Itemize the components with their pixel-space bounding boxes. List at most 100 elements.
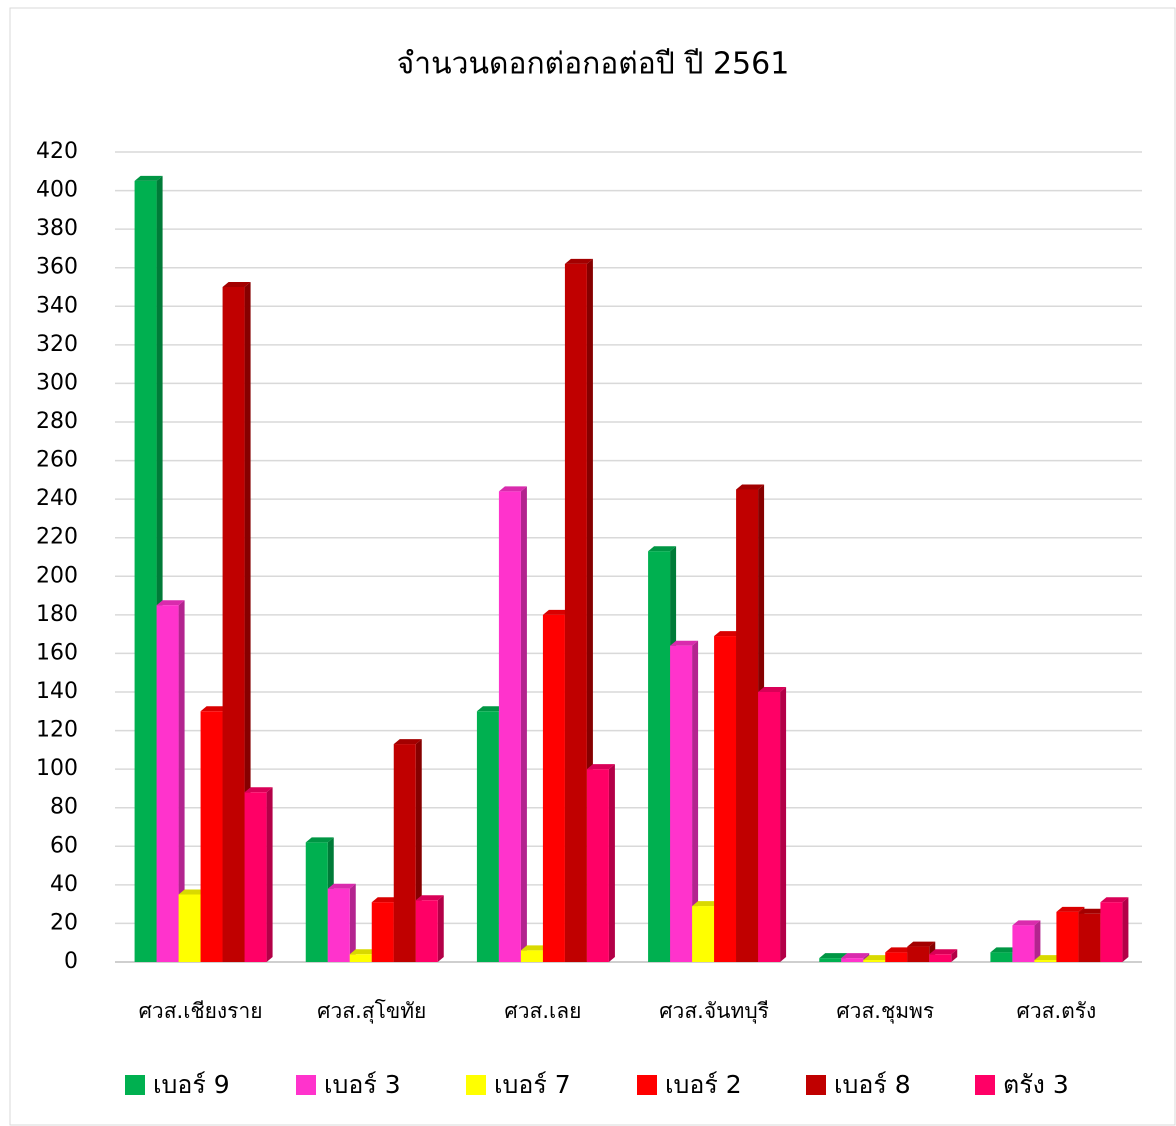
y-tick-label: 100 [36, 756, 78, 781]
bar [692, 906, 715, 962]
bar-top [819, 953, 848, 959]
y-tick-label: 180 [36, 602, 78, 627]
y-tick-label: 340 [36, 293, 78, 318]
y-tick-label: 20 [50, 910, 78, 935]
bar [520, 950, 543, 962]
bar-top [670, 640, 699, 646]
y-tick-label: 120 [36, 718, 78, 743]
bar-top [586, 764, 615, 770]
bar [670, 645, 693, 962]
bar [542, 614, 565, 962]
legend-label: เบอร์ 2 [665, 1070, 742, 1099]
bar [648, 551, 671, 962]
y-tick-label: 260 [36, 448, 78, 473]
bar-top [134, 175, 163, 181]
legend-swatch [806, 1075, 826, 1095]
legend-swatch [296, 1075, 316, 1095]
bar-side [608, 764, 615, 962]
bar-top [327, 883, 356, 889]
bar-top [1012, 920, 1041, 926]
bar [841, 958, 864, 962]
y-tick-label: 220 [36, 525, 78, 550]
bar-side [951, 949, 958, 962]
bar-top [222, 282, 251, 287]
bar-top [841, 953, 870, 959]
bar-top [907, 941, 936, 947]
y-tick-label: 240 [36, 486, 78, 511]
x-tick-label: ศวส.จันทบุรี [659, 999, 769, 1024]
bar-top [1100, 897, 1129, 903]
x-tick-label: ศวส.ตรัง [1017, 999, 1097, 1023]
bar-top [564, 258, 593, 264]
bar [371, 902, 394, 962]
bar [586, 769, 609, 962]
bar [349, 954, 372, 962]
bar-side [520, 486, 527, 962]
bar-top [692, 901, 721, 907]
x-tick-label: ศวส.เลย [504, 999, 581, 1023]
legend-swatch [637, 1075, 657, 1095]
y-tick-label: 420 [36, 139, 78, 164]
y-tick-label: 160 [36, 640, 78, 665]
x-tick-label: ศวส.สุโขทัย [317, 999, 426, 1024]
bar-top [885, 947, 914, 953]
legend-swatch [975, 1075, 995, 1095]
bar [863, 960, 886, 962]
bar-side [1122, 897, 1129, 962]
y-tick-label: 400 [36, 178, 78, 203]
x-tick-label: ศวส.ชุมพร [836, 999, 934, 1024]
bar [244, 792, 267, 962]
legend-label: เบอร์ 3 [324, 1070, 401, 1099]
legend-label: เบอร์ 8 [834, 1070, 911, 1099]
bar-top [349, 949, 378, 955]
bar [1056, 911, 1079, 962]
bar [222, 287, 245, 962]
bar [200, 711, 223, 962]
bar-top [1056, 906, 1085, 912]
y-tick-label: 200 [36, 563, 78, 588]
bar [1078, 913, 1101, 962]
y-tick-label: 320 [36, 332, 78, 357]
bar [714, 636, 737, 962]
legend-swatch [125, 1075, 145, 1095]
y-tick-label: 140 [36, 679, 78, 704]
bar [819, 958, 842, 962]
bar [415, 900, 438, 962]
bar [990, 952, 1013, 962]
chart-title: จำนวนดอกต่อกอต่อปี ปี 2561 [397, 47, 790, 82]
y-tick-label: 40 [50, 872, 78, 897]
bar [305, 842, 328, 962]
y-tick-label: 80 [50, 795, 78, 820]
bar [736, 489, 759, 962]
bar-top [990, 947, 1019, 953]
bar-top [1034, 955, 1063, 961]
bar-top [178, 889, 207, 895]
bar-side [692, 640, 699, 962]
bar [1100, 902, 1123, 962]
legend-swatch [466, 1075, 486, 1095]
bar-top [476, 706, 505, 712]
y-tick-label: 60 [50, 833, 78, 858]
bar [327, 888, 350, 962]
y-tick-label: 380 [36, 216, 78, 241]
bar [907, 946, 930, 962]
bar [1012, 925, 1035, 962]
bar [476, 711, 499, 962]
legend-label: ตรัง 3 [1003, 1070, 1069, 1099]
bar-top [736, 484, 765, 490]
y-tick-label: 0 [64, 949, 78, 974]
bar-side [178, 600, 185, 962]
bar [564, 263, 587, 962]
bar-top [305, 837, 334, 843]
y-tick-label: 280 [36, 409, 78, 434]
bar-top [520, 945, 549, 951]
bar-top [393, 739, 422, 745]
bar [498, 491, 521, 962]
bar-side [780, 687, 787, 962]
bar-side [349, 883, 356, 962]
bar-top [648, 546, 677, 552]
bar [393, 744, 416, 962]
bar [178, 894, 201, 962]
bar-top [200, 706, 229, 712]
